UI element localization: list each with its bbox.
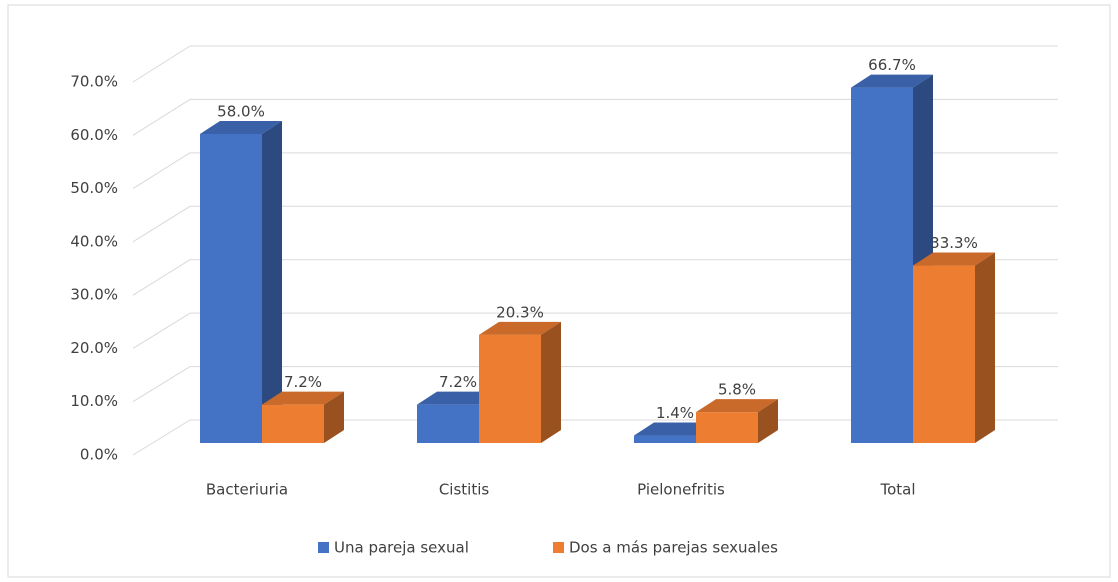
data-label: 66.7%: [868, 56, 916, 74]
grid-line: [132, 259, 191, 296]
data-label: 7.2%: [439, 373, 477, 391]
grid-line: [132, 312, 191, 349]
bar-side: [324, 391, 344, 443]
bar-top: [200, 120, 282, 134]
bar-top: [696, 399, 778, 413]
data-label: 1.4%: [656, 404, 694, 422]
data-label: 5.8%: [718, 381, 756, 399]
grid-line: [132, 205, 191, 243]
bar-top: [417, 391, 499, 405]
bar-top: [634, 422, 716, 436]
bar-side: [262, 120, 282, 443]
legend-swatch: [553, 542, 564, 553]
x-tick-label: Bacteriuria: [206, 481, 288, 499]
bar: [479, 334, 541, 443]
data-label: 7.2%: [284, 373, 322, 391]
bar-side: [758, 399, 778, 443]
y-tick-label: 20.0%: [70, 339, 118, 357]
grid-line: [132, 99, 191, 136]
bar: [634, 435, 696, 443]
x-tick-label: Total: [879, 481, 915, 499]
y-tick-label: 60.0%: [70, 126, 118, 144]
bar: [851, 87, 913, 443]
bar-top: [851, 74, 933, 88]
bar: [696, 412, 758, 443]
x-tick-label: Pielonefritis: [637, 481, 725, 499]
bar-side: [541, 321, 561, 443]
x-tick-label: Cistitis: [439, 481, 490, 499]
bar-top: [479, 321, 561, 335]
bar: [262, 404, 324, 443]
grid-line: [132, 45, 191, 83]
y-tick-label: 10.0%: [70, 392, 118, 410]
y-tick-label: 50.0%: [70, 179, 118, 197]
legend-label: Una pareja sexual: [334, 539, 469, 557]
y-tick-label: 40.0%: [70, 232, 118, 250]
bar: [913, 265, 975, 443]
grid-line: [132, 366, 191, 403]
y-tick-label: 30.0%: [70, 286, 118, 304]
legend-swatch: [318, 542, 329, 553]
data-label: 58.0%: [217, 102, 265, 120]
grid-line: [132, 419, 191, 456]
bar-top: [913, 252, 995, 266]
grid-line: [132, 152, 191, 189]
data-label: 20.3%: [496, 303, 544, 321]
data-label: 33.3%: [930, 234, 978, 252]
bar: [200, 133, 262, 443]
bar-side: [975, 252, 995, 443]
bar: [417, 404, 479, 443]
y-tick-label: 0.0%: [80, 446, 118, 464]
y-tick-label: 70.0%: [70, 73, 118, 91]
legend-label: Dos a más parejas sexuales: [569, 539, 778, 557]
bar-top: [262, 391, 344, 405]
